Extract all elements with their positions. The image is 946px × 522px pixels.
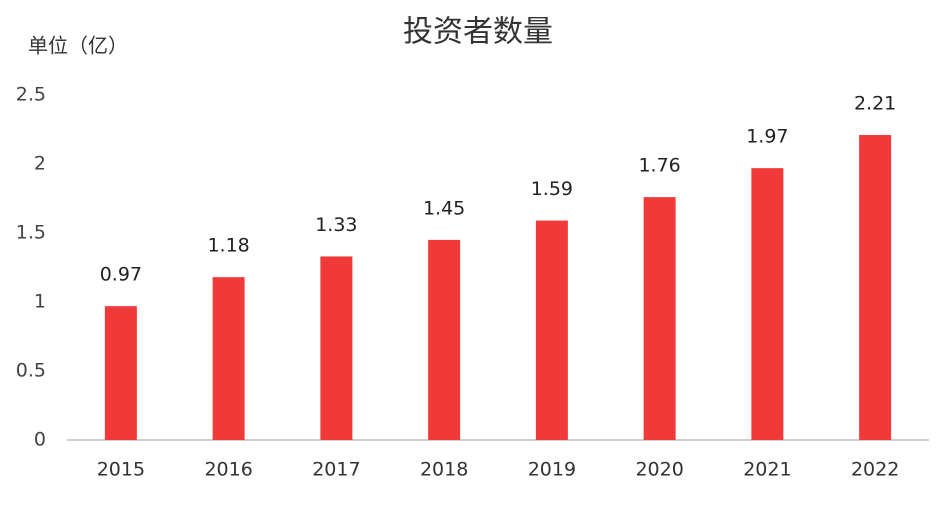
value-label: 0.97: [100, 264, 142, 286]
bar: [212, 277, 245, 440]
y-tick-label: 2: [34, 153, 46, 175]
x-tick-label: 2018: [420, 459, 468, 481]
chart-title: 投资者数量: [403, 15, 553, 50]
y-tick-label: 2.5: [16, 84, 46, 106]
y-tick-label: 0.5: [16, 360, 46, 382]
y-tick-label: 1: [34, 291, 46, 313]
y-tick-label: 0: [34, 429, 46, 451]
value-label: 1.76: [638, 155, 680, 177]
bar: [535, 220, 568, 440]
value-label: 1.33: [315, 214, 357, 236]
value-label: 1.45: [423, 197, 465, 219]
y-tick-label: 1.5: [16, 222, 46, 244]
value-label: 1.59: [531, 178, 573, 200]
bar: [320, 256, 353, 440]
bar: [643, 197, 676, 440]
x-tick-label: 2019: [528, 459, 576, 481]
x-tick-label: 2022: [851, 459, 899, 481]
x-tick-label: 2016: [204, 459, 252, 481]
x-tick-label: 2017: [312, 459, 360, 481]
value-label: 2.21: [854, 93, 896, 115]
x-tick-label: 2015: [97, 459, 145, 481]
x-tick-label: 2020: [635, 459, 683, 481]
value-label: 1.97: [746, 126, 788, 148]
y-axis-label: 单位（亿）: [28, 34, 128, 58]
bar: [428, 239, 461, 440]
value-label: 1.18: [207, 235, 249, 257]
bar: [751, 168, 784, 440]
bar: [859, 135, 892, 440]
x-tick-label: 2021: [743, 459, 791, 481]
bar: [104, 306, 137, 440]
